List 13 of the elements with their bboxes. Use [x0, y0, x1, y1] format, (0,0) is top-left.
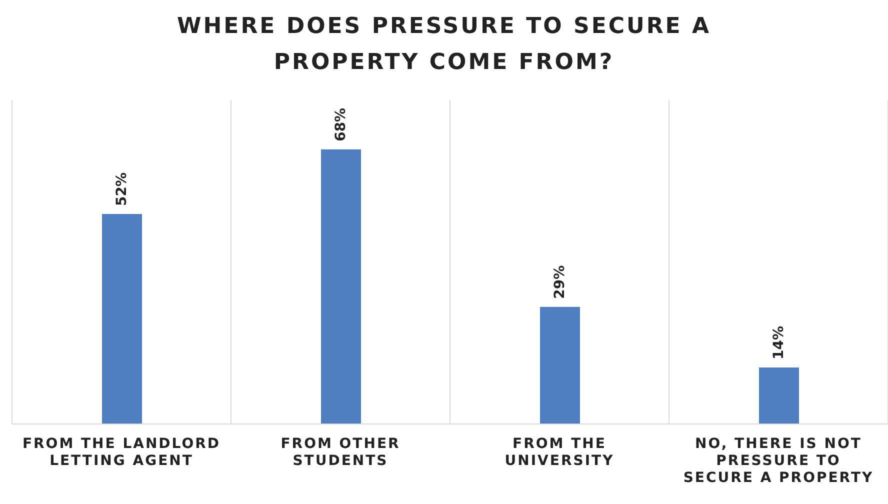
data-label: 29%	[552, 265, 568, 299]
data-label: 68%	[333, 108, 349, 142]
x-tick-label: FROM THE UNIVERSITY	[504, 436, 614, 469]
x-tick-label: NO, THERE IS NOT PRESSURE TO SECURE A PROPERTY	[683, 436, 874, 486]
x-tick-label: FROM OTHER STUDENTS	[280, 436, 400, 469]
bar	[102, 214, 142, 424]
bar	[540, 306, 580, 424]
bar	[759, 367, 799, 424]
data-label: 14%	[771, 326, 787, 360]
data-label: 52%	[114, 172, 130, 206]
chart-title: WHERE DOES PRESSURE TO SECURE A PROPERTY COME FROM?	[176, 13, 712, 77]
bar	[321, 149, 361, 424]
x-tick-label: FROM THE LANDLORD LETTING AGENT	[22, 436, 221, 469]
